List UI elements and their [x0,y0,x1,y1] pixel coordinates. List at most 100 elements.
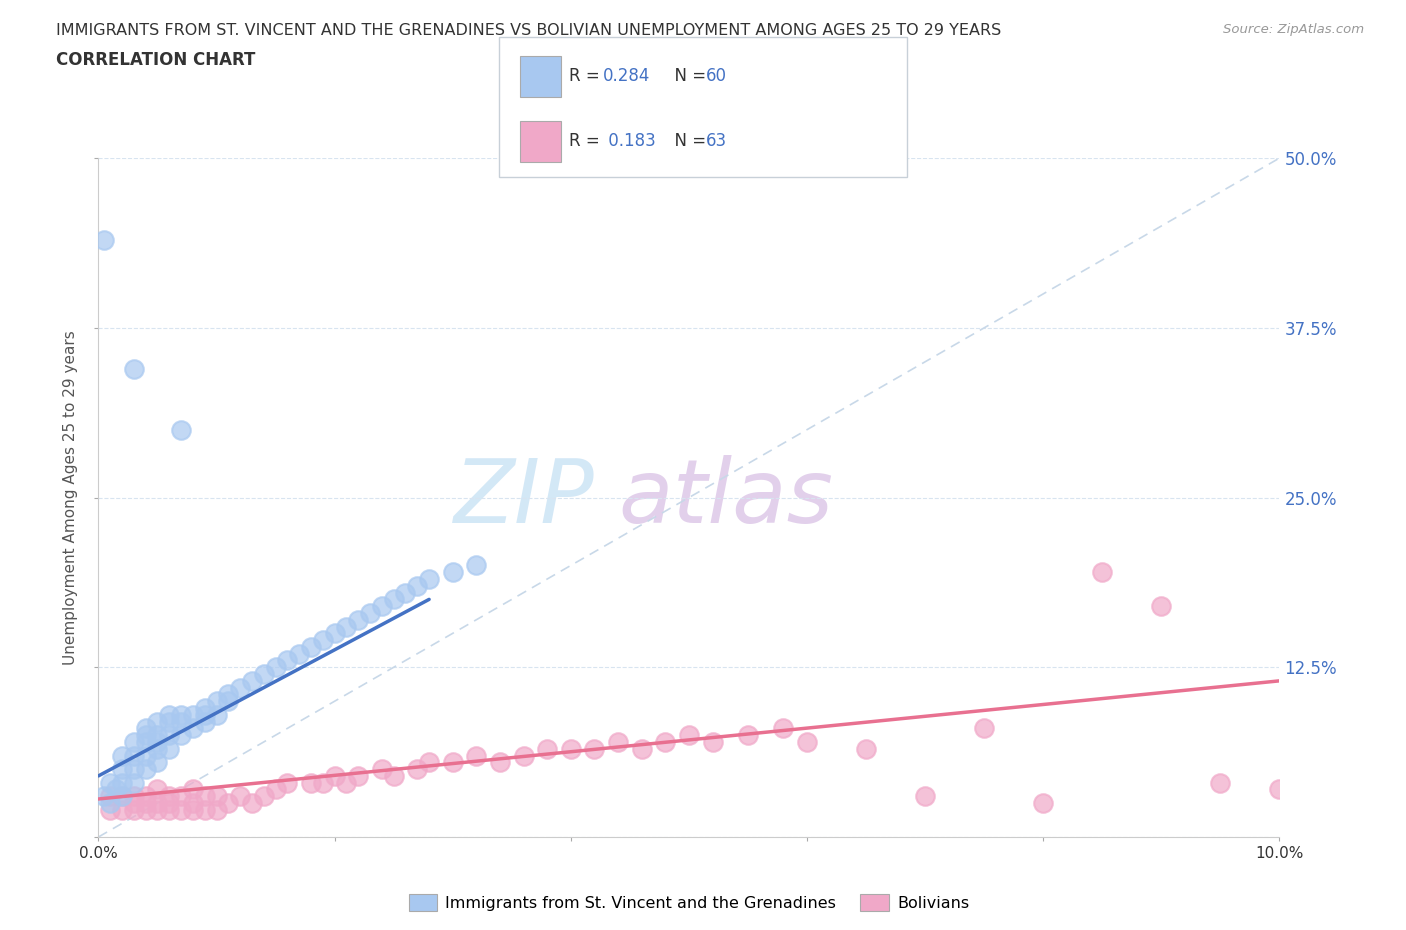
Point [135,735,157,750]
Point [194,708,217,723]
Point [229,680,252,695]
Point [122,748,145,763]
Point [737,727,759,742]
Point [170,727,193,742]
Point [914,789,936,804]
Point [654,735,676,750]
Point [111,789,134,804]
Point [240,673,263,688]
Legend: Immigrants from St. Vincent and the Grenadines, Bolivians: Immigrants from St. Vincent and the Gren… [402,888,976,917]
Point [170,789,193,804]
Point [205,803,228,817]
Point [276,653,298,668]
Point [194,789,217,804]
Point [441,755,464,770]
Text: R =: R = [569,132,606,151]
Point [418,755,440,770]
Point [181,721,204,736]
Point [122,776,145,790]
Point [170,708,193,723]
Point [512,748,534,763]
Point [135,762,157,777]
Point [146,727,169,742]
Point [406,762,429,777]
Point [157,741,180,756]
Point [170,422,193,437]
Point [135,803,157,817]
Point [253,789,276,804]
Point [335,619,357,634]
Point [299,776,322,790]
Point [146,796,169,811]
Text: 0.284: 0.284 [603,67,651,86]
Point [146,714,169,729]
Text: N =: N = [664,67,711,86]
Point [371,762,394,777]
Point [194,700,217,715]
Point [312,776,335,790]
Point [772,721,794,736]
Point [382,768,405,783]
Point [122,796,145,811]
Point [382,592,405,607]
Text: Source: ZipAtlas.com: Source: ZipAtlas.com [1223,23,1364,36]
Point [157,796,180,811]
Point [371,599,394,614]
Point [157,727,180,742]
Point [146,803,169,817]
Point [264,782,287,797]
Point [560,741,582,756]
Point [170,714,193,729]
Point [111,789,134,804]
Point [229,789,252,804]
Point [335,776,357,790]
Text: R =: R = [569,67,606,86]
Point [146,735,169,750]
Point [205,694,228,709]
Point [394,585,416,600]
Text: atlas: atlas [619,455,832,540]
Point [217,687,239,702]
Point [122,735,145,750]
Point [323,626,346,641]
Point [146,782,169,797]
Text: 0.183: 0.183 [603,132,657,151]
Point [347,768,370,783]
Y-axis label: Unemployment Among Ages 25 to 29 years: Unemployment Among Ages 25 to 29 years [63,330,79,665]
Point [406,578,429,593]
Point [135,796,157,811]
Point [135,721,157,736]
Text: ZIP: ZIP [454,455,595,540]
Point [157,708,180,723]
Text: CORRELATION CHART: CORRELATION CHART [56,51,256,69]
Point [157,789,180,804]
Point [181,803,204,817]
Point [702,735,724,750]
Point [583,741,606,756]
Point [111,748,134,763]
Point [122,789,145,804]
Point [855,741,877,756]
Point [98,803,121,817]
Point [441,565,464,579]
Point [111,803,134,817]
Point [1209,776,1232,790]
Point [157,714,180,729]
Point [135,789,157,804]
Point [276,776,298,790]
Point [122,803,145,817]
Point [465,748,488,763]
Point [607,735,630,750]
Point [181,796,204,811]
Point [181,782,204,797]
Text: 60: 60 [706,67,727,86]
Point [217,796,239,811]
Point [146,755,169,770]
Text: N =: N = [664,132,711,151]
Point [465,558,488,573]
Point [973,721,995,736]
Point [98,796,121,811]
Point [135,727,157,742]
Point [796,735,818,750]
Point [122,361,145,376]
